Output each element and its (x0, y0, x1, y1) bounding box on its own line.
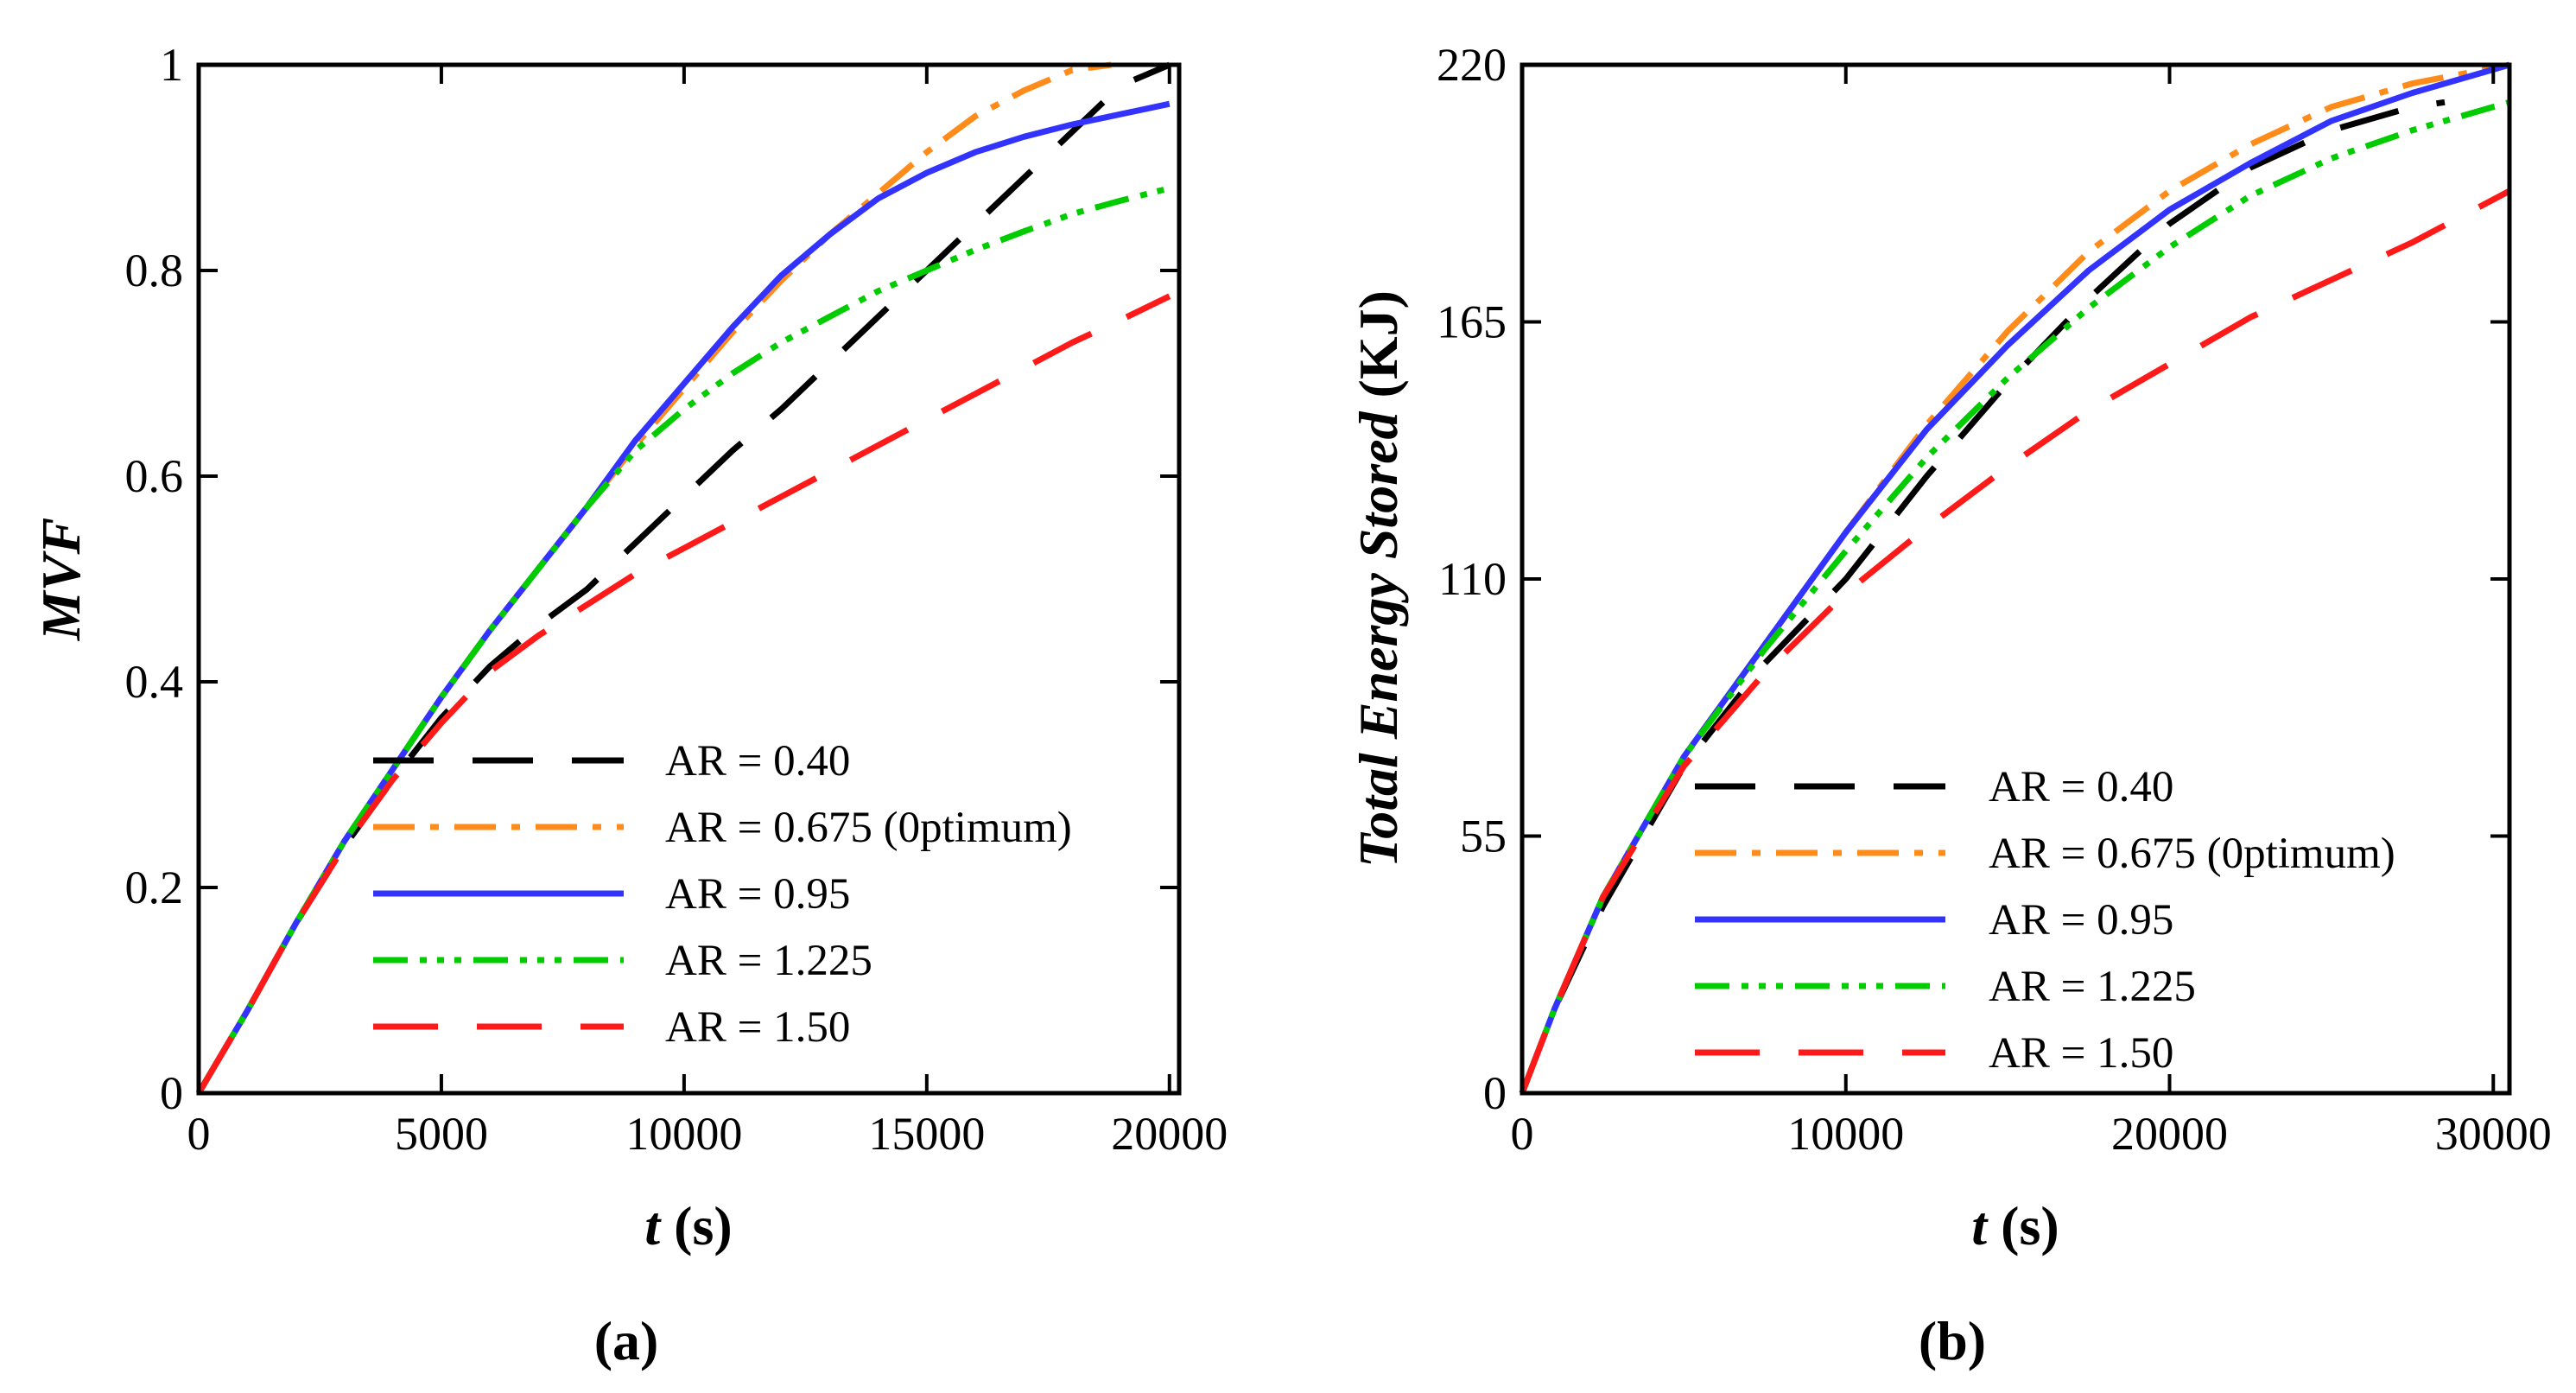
panel-a-plot-frame (196, 62, 1182, 1096)
panel-a-y-tick-label: 0.2 (125, 862, 184, 913)
panel-a-caption: (a) (594, 1310, 659, 1371)
panel-a-y-tick-label: 1 (160, 39, 183, 91)
panel-b-legend-label-3: AR = 0.95 (1989, 896, 2173, 945)
panel-a-ticks: 0 5000 10000 15000 20000 0 0.2 0.4 0.6 0.8 1 (125, 39, 1228, 1160)
panel-b-x-tick-label: 30000 (2435, 1108, 2552, 1160)
panel-a-series (195, 61, 1171, 1095)
panel-b-series (1519, 61, 2511, 1095)
panel-b-caption: (b) (1919, 1310, 1986, 1371)
panel-b-y-tick-label: 220 (1437, 39, 1507, 91)
panel-b-series-line-5 (1519, 188, 2511, 1095)
panel-b-ticks: 0 10000 20000 30000 0 55 110 165 220 (1437, 39, 2552, 1160)
panel-b-y-tick-label: 0 (1483, 1067, 1507, 1119)
panel-a-x-axis-label: t (s) (644, 1195, 732, 1256)
panel-a-series-line-2 (195, 61, 1112, 1095)
panel-a-series-line-5 (195, 293, 1171, 1095)
panel-a-series-line-4 (195, 185, 1171, 1095)
panel-a-y-tick-label: 0.6 (125, 450, 184, 502)
panel-a-x-tick-label: 0 (187, 1108, 211, 1160)
panel-a-x-tick-label: 20000 (1111, 1108, 1228, 1160)
panel-b-y-tick-label: 165 (1437, 296, 1507, 348)
panel-b-y-tick-label: 110 (1438, 553, 1507, 605)
panel-a-y-tick-label: 0 (160, 1067, 183, 1119)
panel-a: 0 5000 10000 15000 20000 0 0.2 0.4 0.6 0.8 1 AR = … (30, 39, 1228, 1371)
panel-a-y-tick-label: 0.4 (125, 656, 184, 708)
panel-b-legend-label-1: AR = 0.40 (1989, 763, 2173, 811)
panel-b-y-tick-label: 55 (1460, 811, 1507, 862)
panel-b-x-tick-label: 20000 (2111, 1108, 2228, 1160)
panel-b-y-axis-label: Total Energy Stored (KJ) (1348, 290, 1409, 868)
panel-b-x-axis-label: t (s) (1971, 1195, 2059, 1256)
panel-b-series-line-1 (1519, 99, 2446, 1095)
panel-b-legend: AR = 0.40 AR = 0.675 (0ptimum) AR = 0.95 AR… (1695, 763, 2395, 1078)
panel-a-y-axis-label: MVF (30, 518, 92, 641)
panel-a-legend-label-3: AR = 0.95 (665, 870, 850, 919)
panel-a-legend-label-1: AR = 0.40 (665, 737, 850, 786)
panel-a-legend-label-2: AR = 0.675 (0ptimum) (665, 804, 1072, 852)
panel-a-x-tick-label: 10000 (625, 1108, 742, 1160)
panel-a-legend: AR = 0.40 AR = 0.675 (0ptimum) AR = 0.95 AR… (373, 737, 1072, 1052)
panel-a-x-tick-label: 15000 (868, 1108, 985, 1160)
panel-b-x-tick-label: 10000 (1787, 1108, 1904, 1160)
panel-a-y-tick-label: 0.8 (125, 245, 184, 296)
panel-b-legend-label-5: AR = 1.50 (1989, 1029, 2173, 1078)
panel-b-series-line-4 (1519, 99, 2510, 1095)
panel-b-series-line-2 (1519, 61, 2510, 1095)
panel-b-legend-label-4: AR = 1.225 (1989, 963, 2196, 1011)
panel-b-x-tick-label: 0 (1511, 1108, 1534, 1160)
panel-b-legend-label-2: AR = 0.675 (0ptimum) (1989, 830, 2395, 878)
panel-a-legend-label-4: AR = 1.225 (665, 937, 872, 985)
panel-a-x-tick-label: 5000 (395, 1108, 488, 1160)
panel-a-legend-label-5: AR = 1.50 (665, 1003, 850, 1052)
